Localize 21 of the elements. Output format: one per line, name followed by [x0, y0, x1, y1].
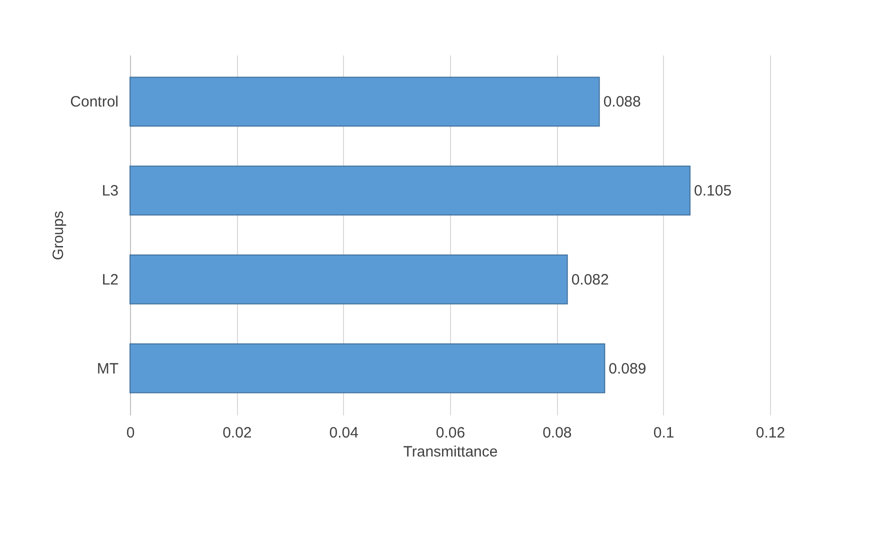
- x-tick-label: 0.08: [542, 424, 572, 442]
- x-tick-label: 0: [126, 424, 135, 442]
- y-axis-title: Groups: [50, 210, 68, 260]
- data-label: 0.082: [571, 271, 609, 288]
- x-tick-label: 0.04: [329, 424, 358, 442]
- x-tick-label: 0.1: [653, 424, 674, 442]
- bar: [130, 76, 600, 127]
- bar: [130, 254, 568, 304]
- y-tick-label: MT: [96, 360, 118, 378]
- y-tick-label: L2: [102, 271, 118, 288]
- x-tick-label: 0.06: [436, 424, 466, 442]
- x-tick-label: 0.02: [222, 424, 252, 442]
- y-tick-label: Control: [70, 94, 118, 111]
- bar: [130, 166, 690, 216]
- data-label: 0.088: [603, 94, 641, 111]
- y-tick-label: L3: [102, 182, 118, 200]
- x-axis-title: Transmittance: [403, 444, 498, 460]
- data-label: 0.105: [694, 182, 732, 200]
- x-tick-label: 0.12: [756, 424, 786, 442]
- data-label: 0.089: [608, 360, 646, 378]
- bar: [130, 343, 606, 394]
